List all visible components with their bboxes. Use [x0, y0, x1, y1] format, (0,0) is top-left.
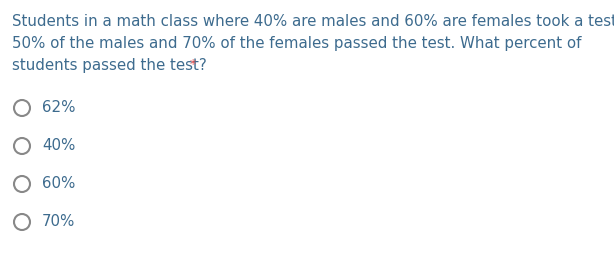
- Text: 50% of the males and 70% of the females passed the test. What percent of: 50% of the males and 70% of the females …: [12, 36, 581, 51]
- Text: students passed the test?: students passed the test?: [12, 58, 211, 73]
- Text: *: *: [190, 58, 196, 71]
- Text: 62%: 62%: [42, 100, 76, 115]
- Text: Students in a math class where 40% are males and 60% are females took a test.: Students in a math class where 40% are m…: [12, 14, 614, 29]
- Text: 40%: 40%: [42, 138, 76, 153]
- Text: 60%: 60%: [42, 176, 76, 191]
- Text: 70%: 70%: [42, 214, 76, 229]
